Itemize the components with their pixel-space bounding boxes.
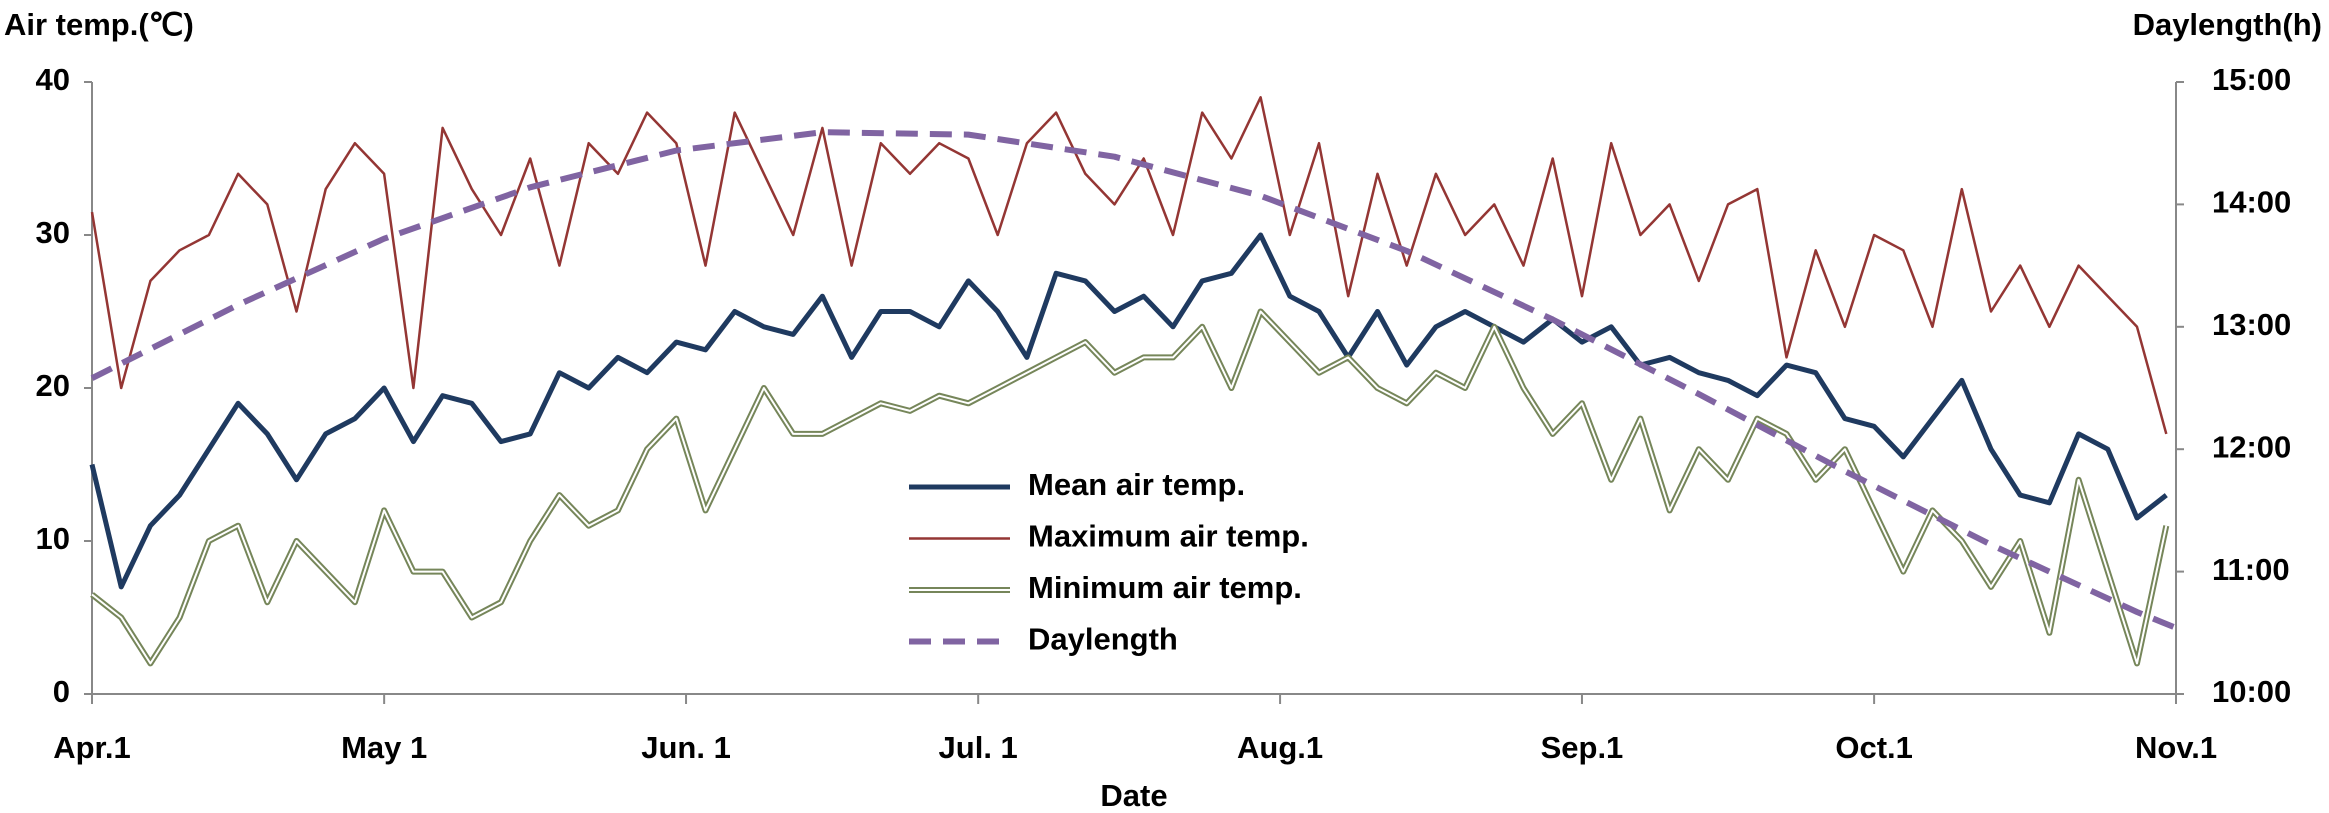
- y2-tick-label: 11:00: [2212, 552, 2290, 587]
- y-tick-label: 0: [53, 674, 70, 709]
- x-tick-label: Aug.1: [1237, 730, 1323, 765]
- series-line: [89, 232, 2168, 590]
- y-tick-label: 10: [36, 521, 70, 556]
- legend-label: Mean air temp.: [1028, 467, 1245, 502]
- x-tick-label: Sep.1: [1541, 730, 1624, 765]
- legend-label: Minimum air temp.: [1028, 570, 1302, 605]
- legend-label: Daylength: [1028, 622, 1178, 657]
- x-tick-label: Jun. 1: [641, 730, 731, 765]
- series-line: [90, 96, 2168, 435]
- series-line-inner: [91, 310, 2168, 665]
- x-axis-title: Date: [1100, 778, 1167, 813]
- y-tick-label: 30: [36, 215, 70, 250]
- x-tick-label: Nov.1: [2135, 730, 2217, 765]
- y-axis-title: Air temp.(℃): [4, 7, 194, 42]
- y2-tick-label: 14:00: [2212, 185, 2291, 220]
- y2-tick-label: 15:00: [2212, 62, 2291, 97]
- y-tick-label: 40: [36, 62, 70, 97]
- y2-axis-title: Daylength(h): [2133, 7, 2322, 42]
- series-line: [90, 129, 2178, 631]
- y-tick-label: 20: [36, 368, 70, 403]
- y2-tick-label: 10:00: [2212, 674, 2291, 709]
- x-tick-label: Oct.1: [1835, 730, 1913, 765]
- x-tick-label: May 1: [341, 730, 427, 765]
- legend-label: Maximum air temp.: [1028, 519, 1309, 554]
- x-tick-label: Jul. 1: [939, 730, 1018, 765]
- y2-tick-label: 13:00: [2212, 307, 2291, 342]
- x-tick-label: Apr.1: [53, 730, 131, 765]
- y2-tick-label: 12:00: [2212, 429, 2291, 464]
